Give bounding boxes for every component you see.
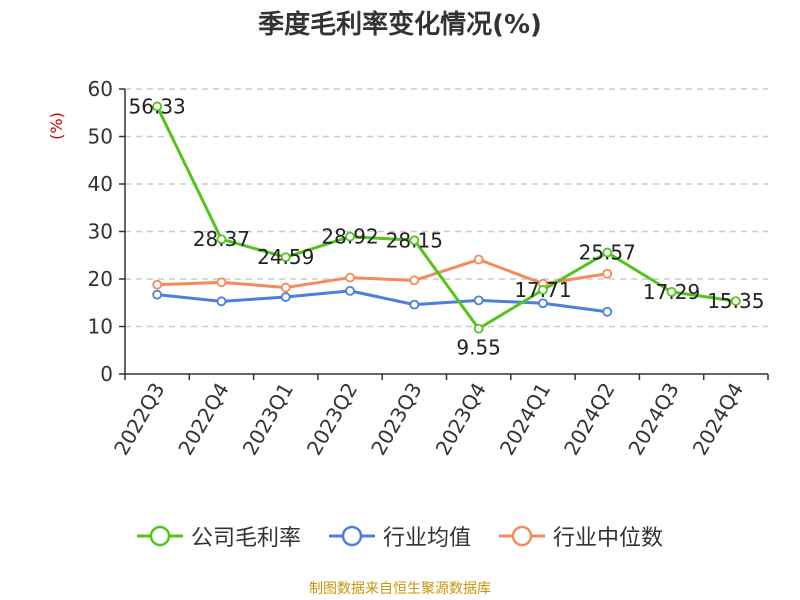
data-label-2024Q1: 17.71 <box>514 278 571 302</box>
data-point-company-2023Q1 <box>280 252 291 263</box>
y-tick-label-60: 60 <box>88 77 113 101</box>
x-tick-label-2024Q4: 2024Q4 <box>688 379 748 460</box>
y-tick-label-20: 20 <box>88 267 113 291</box>
legend-item-industry-median[interactable]: 行业中位数 <box>499 520 663 552</box>
legend: 公司毛利率 行业均值 行业中位数 <box>0 518 800 554</box>
data-point-industry-mean-2022Q3 <box>152 289 163 300</box>
legend-marker-industry-mean <box>328 525 375 547</box>
data-point-industry-mean-2022Q4 <box>216 296 227 307</box>
data-point-company-2024Q4 <box>730 296 741 306</box>
x-tick-label-2024Q2: 2024Q2 <box>559 379 619 460</box>
legend-label-company: 公司毛利率 <box>190 526 301 551</box>
legend-marker-industry-median <box>499 525 545 547</box>
x-tick-label-2022Q4: 2022Q4 <box>173 379 233 460</box>
y-axis-label: (%) <box>47 112 66 140</box>
x-tick-label-2023Q2: 2023Q2 <box>302 379 362 460</box>
data-point-company-2022Q3 <box>152 101 163 112</box>
y-tick-label-0: 0 <box>100 362 113 386</box>
data-point-company-2023Q4 <box>473 323 484 334</box>
x-tick-label-2023Q3: 2023Q3 <box>366 379 426 460</box>
data-label-2023Q3: 28.15 <box>386 228 443 252</box>
data-label-2022Q4: 28.37 <box>193 227 250 251</box>
series-line-company <box>155 105 737 331</box>
data-point-industry-median-2023Q1 <box>280 282 291 293</box>
legend-item-company[interactable]: 公司毛利率 <box>136 520 301 552</box>
data-point-industry-median-2022Q4 <box>216 277 227 288</box>
y-tick-label-30: 30 <box>88 220 113 244</box>
grid-lines <box>125 88 768 328</box>
data-labels: 56.33 28.37 24.59 28.92 28.15 9.55 17.71 25.57 1… <box>129 94 765 359</box>
data-point-industry-median-2024Q2 <box>602 268 613 279</box>
data-point-company-2023Q2 <box>345 231 355 242</box>
data-point-industry-mean-2023Q2 <box>345 285 355 296</box>
data-label-2023Q4: 9.55 <box>456 336 501 360</box>
legend-label-industry-median: 行业中位数 <box>553 526 664 551</box>
series-lines <box>155 105 737 331</box>
series-line-industry-mean <box>156 289 608 314</box>
legend-marker-company <box>136 525 183 547</box>
data-source-note: 制图数据来自恒生聚源数据库 <box>309 581 491 597</box>
y-tick-label-50: 50 <box>88 125 113 149</box>
data-point-company-2024Q2 <box>602 247 613 258</box>
data-point-industry-mean-2024Q1 <box>538 298 548 309</box>
data-label-2023Q1: 24.59 <box>257 245 314 269</box>
data-label-2024Q3: 17.29 <box>643 280 700 304</box>
x-tick-label-2023Q1: 2023Q1 <box>238 379 298 460</box>
data-label-2024Q4: 15.35 <box>707 289 764 313</box>
data-point-industry-median-2023Q3 <box>409 275 420 286</box>
x-tick-label-2023Q4: 2023Q4 <box>431 379 491 460</box>
x-tick-label-2024Q3: 2024Q3 <box>623 379 683 460</box>
y-tick-label-10: 10 <box>88 315 113 339</box>
chart-title: 季度毛利率变化情况(%) <box>258 10 542 40</box>
legend-item-industry-mean[interactable]: 行业均值 <box>328 520 471 552</box>
series-line-industry-median <box>157 258 608 290</box>
data-point-industry-mean-2024Q2 <box>602 306 613 317</box>
data-label-2023Q2: 28.92 <box>321 225 378 249</box>
data-point-industry-mean-2023Q1 <box>280 292 291 302</box>
x-tick-label-2022Q3: 2022Q3 <box>109 379 169 460</box>
data-point-company-2024Q1 <box>538 284 548 295</box>
data-label-2022Q3: 56.33 <box>129 94 186 118</box>
series-points <box>152 101 741 334</box>
y-tick-label-40: 40 <box>88 172 113 196</box>
data-point-company-2023Q3 <box>409 235 420 246</box>
data-label-2024Q2: 25.57 <box>579 241 636 265</box>
x-tick-label-2024Q1: 2024Q1 <box>495 379 555 460</box>
data-point-industry-median-2023Q4 <box>473 254 484 265</box>
data-point-company-2024Q3 <box>666 286 677 297</box>
data-point-company-2022Q4 <box>216 234 227 245</box>
legend-label-industry-mean: 行业均值 <box>382 526 471 551</box>
data-point-industry-median-2023Q2 <box>345 272 355 283</box>
data-point-industry-median-2022Q3 <box>152 279 163 290</box>
data-point-industry-mean-2023Q4 <box>473 295 484 306</box>
data-point-industry-mean-2023Q3 <box>409 299 420 310</box>
